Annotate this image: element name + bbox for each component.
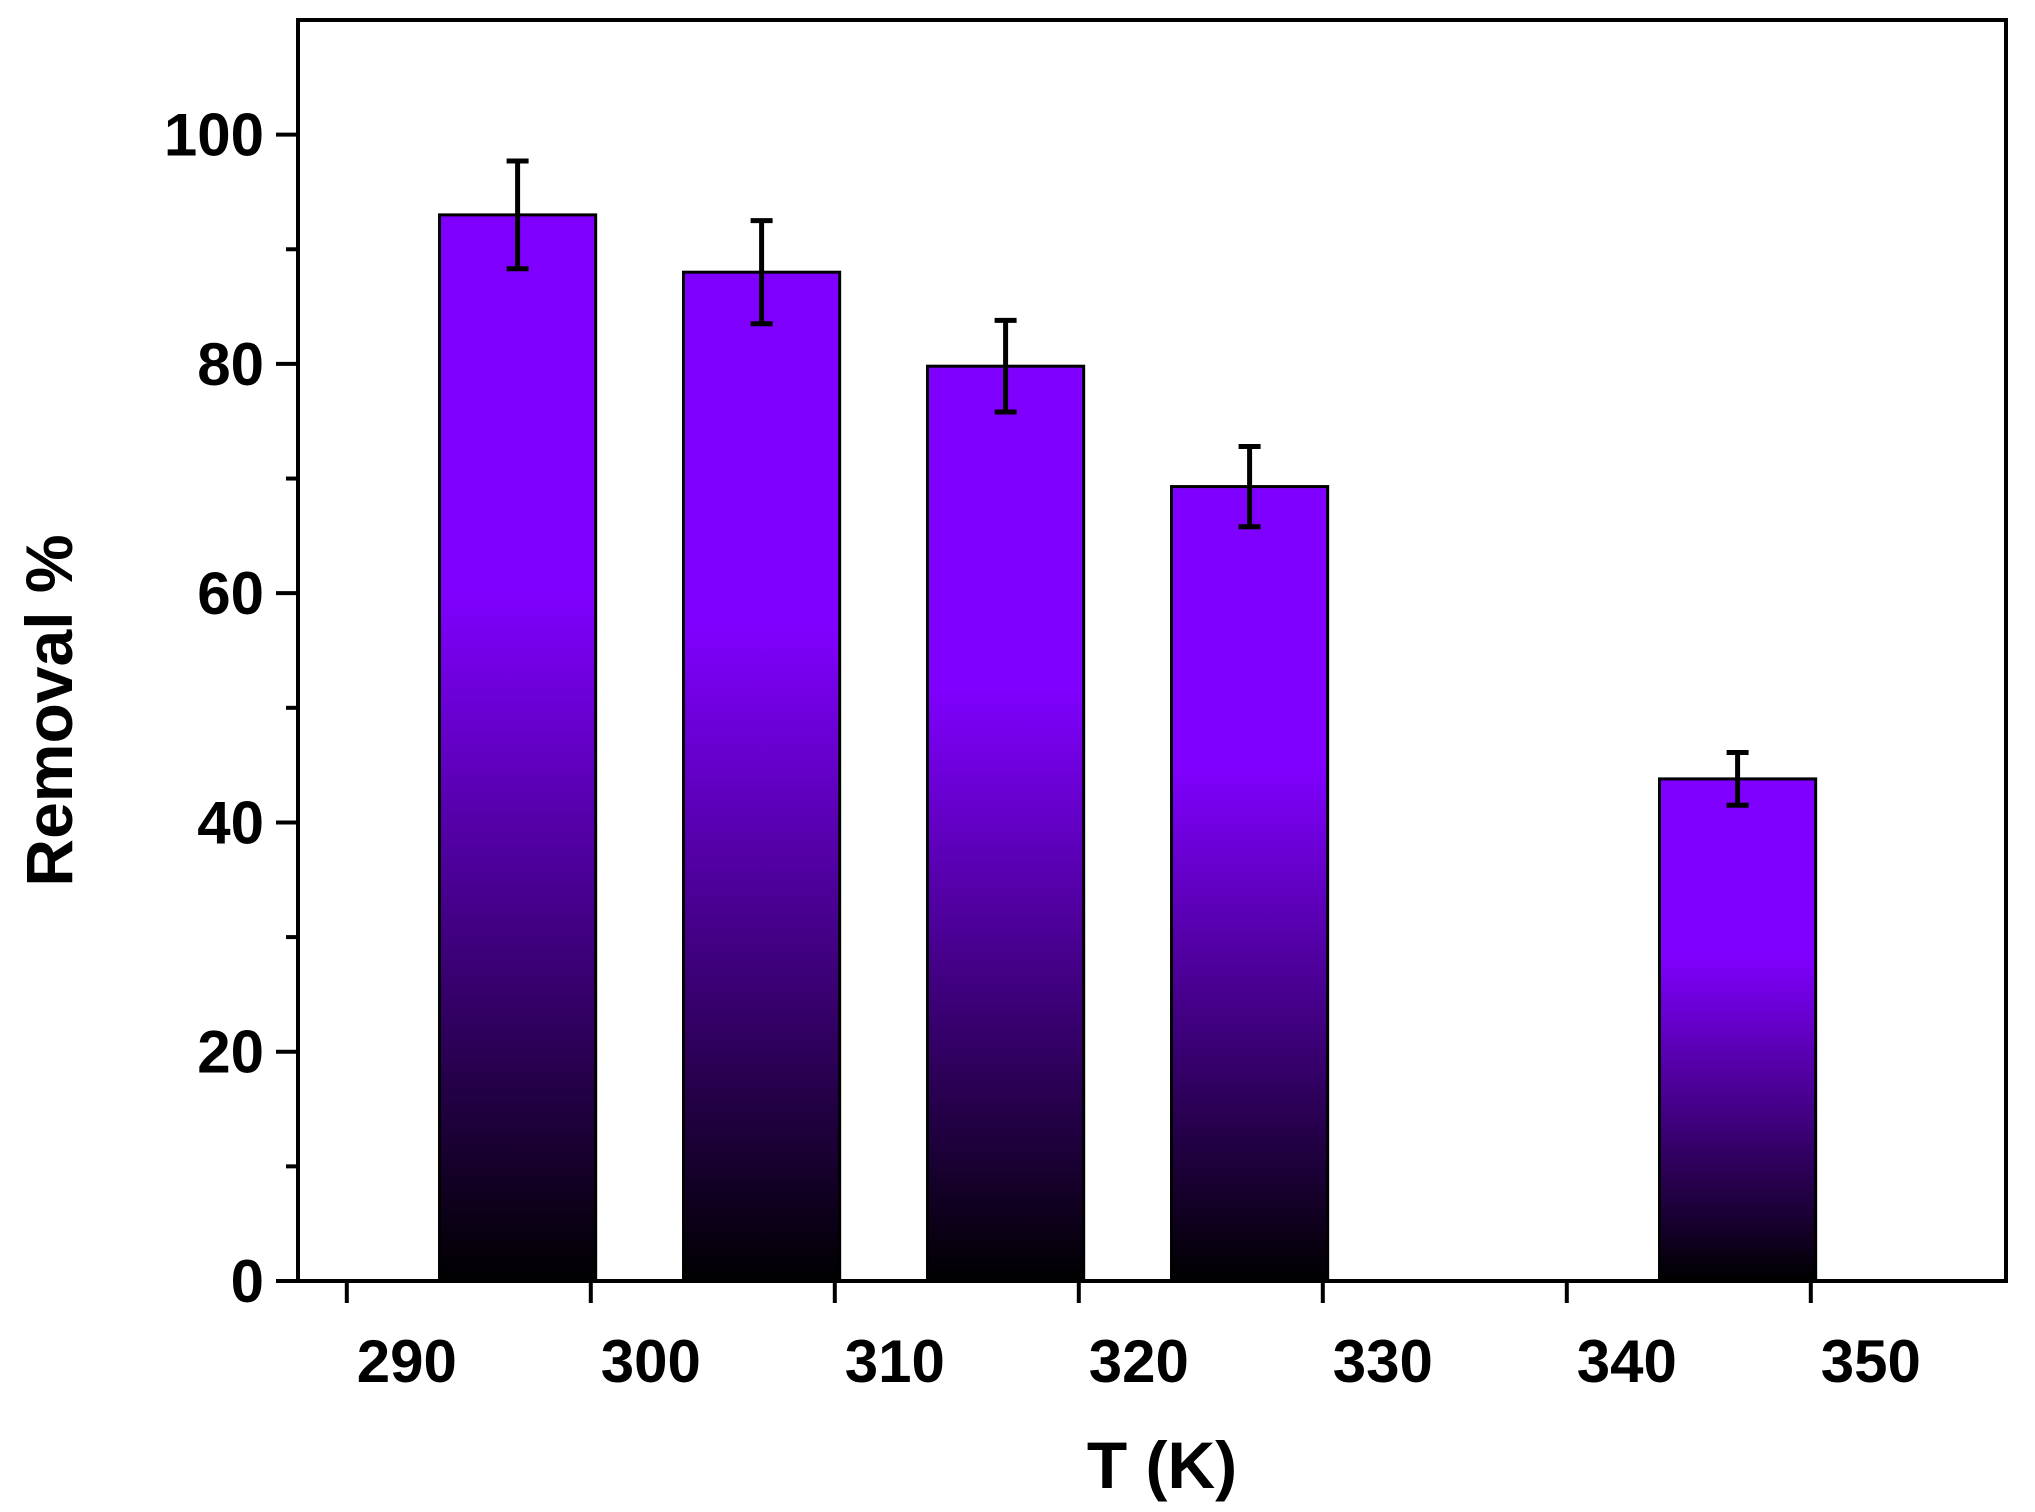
bar (438, 213, 598, 1283)
y-axis-title: Removal % (12, 534, 86, 886)
y-tick-label: 60 (197, 560, 264, 627)
plot-frame (296, 18, 2008, 1283)
error-bars-layer (506, 158, 1749, 808)
bar (682, 270, 842, 1283)
x-tick-label: 290 (357, 1328, 457, 1395)
bar (926, 364, 1086, 1283)
y-tick-label: 100 (164, 102, 264, 169)
y-tick-label: 0 (231, 1248, 264, 1315)
x-tick-label: 350 (1821, 1328, 1921, 1395)
tick-labels-layer: 290 300 310 320 330 340 350 0 20 40 60 80 100 (164, 102, 1921, 1395)
y-tick-label: 80 (197, 331, 264, 398)
bar (1170, 485, 1330, 1283)
ticks-layer (276, 132, 1813, 1303)
x-tick-label: 310 (845, 1328, 945, 1395)
x-tick-label: 340 (1577, 1328, 1677, 1395)
y-tick-label: 20 (197, 1019, 264, 1086)
x-tick-label: 300 (601, 1328, 701, 1395)
bar (1658, 777, 1818, 1283)
y-tick-label: 40 (197, 789, 264, 856)
x-tick-label: 330 (1333, 1328, 1433, 1395)
x-axis-title: T (K) (1087, 1428, 1237, 1502)
bars-layer (438, 213, 1818, 1283)
x-tick-label: 320 (1089, 1328, 1189, 1395)
